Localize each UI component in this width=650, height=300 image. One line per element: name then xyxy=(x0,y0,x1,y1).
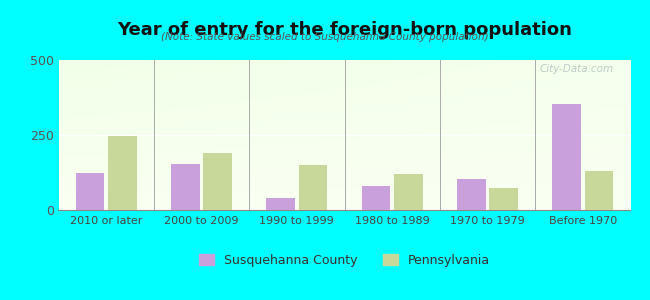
Bar xyxy=(552,103,581,210)
Bar xyxy=(457,178,486,210)
Text: City-Data.com: City-Data.com xyxy=(540,64,614,74)
Bar xyxy=(203,153,232,210)
Bar xyxy=(585,171,614,210)
Text: (Note: State values scaled to Susquehanna County population): (Note: State values scaled to Susquehann… xyxy=(161,32,489,41)
Bar xyxy=(266,198,295,210)
Bar xyxy=(75,172,104,210)
Legend: Susquehanna County, Pennsylvania: Susquehanna County, Pennsylvania xyxy=(199,254,490,267)
Bar xyxy=(361,186,390,210)
Bar xyxy=(394,174,422,210)
Title: Year of entry for the foreign-born population: Year of entry for the foreign-born popul… xyxy=(117,21,572,39)
Bar xyxy=(108,136,136,210)
Bar xyxy=(171,164,200,210)
Bar xyxy=(489,188,518,210)
Bar xyxy=(299,165,328,210)
